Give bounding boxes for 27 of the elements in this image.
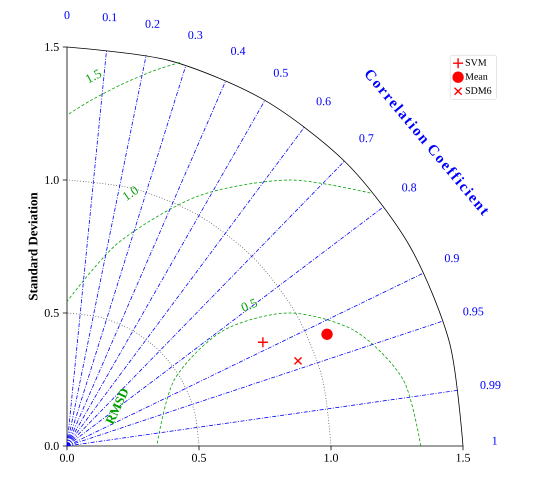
- text: 0.95: [463, 307, 484, 316]
- annotation: 0.4: [231, 46, 246, 56]
- y-tick-label: 1.0: [45, 176, 59, 184]
- y-axis-title: Standard Deviation: [28, 192, 38, 300]
- legend-label: SVM: [466, 59, 486, 66]
- legend-label: Mean: [465, 73, 488, 80]
- annotation: 0.8: [402, 183, 416, 192]
- x-tick-label: 1.0: [324, 454, 338, 462]
- x-tick-label: 0.0: [60, 454, 74, 462]
- annotation: 0.5: [241, 298, 258, 312]
- annotation: 1.5: [86, 69, 102, 84]
- legend-label: SDM6: [466, 87, 492, 94]
- annotation: 0.9: [444, 254, 459, 262]
- text: 0.1: [102, 13, 117, 22]
- annotation: 0.6: [316, 97, 331, 106]
- annotation: 0.5: [274, 68, 288, 77]
- annotation: 1.0: [123, 186, 138, 201]
- text: 0: [64, 11, 70, 20]
- text: 0.99: [480, 381, 500, 390]
- y-tick-label: 1.5: [45, 42, 59, 52]
- y-tick-label: 0.5: [44, 308, 59, 318]
- x-tick-label: 0.5: [192, 454, 206, 462]
- text: 0.2: [146, 20, 160, 28]
- text: 0.3: [188, 30, 202, 40]
- y-tick-label: 0.0: [44, 442, 59, 450]
- x-tick-label: 1.5: [456, 454, 470, 462]
- text: 1: [492, 436, 497, 445]
